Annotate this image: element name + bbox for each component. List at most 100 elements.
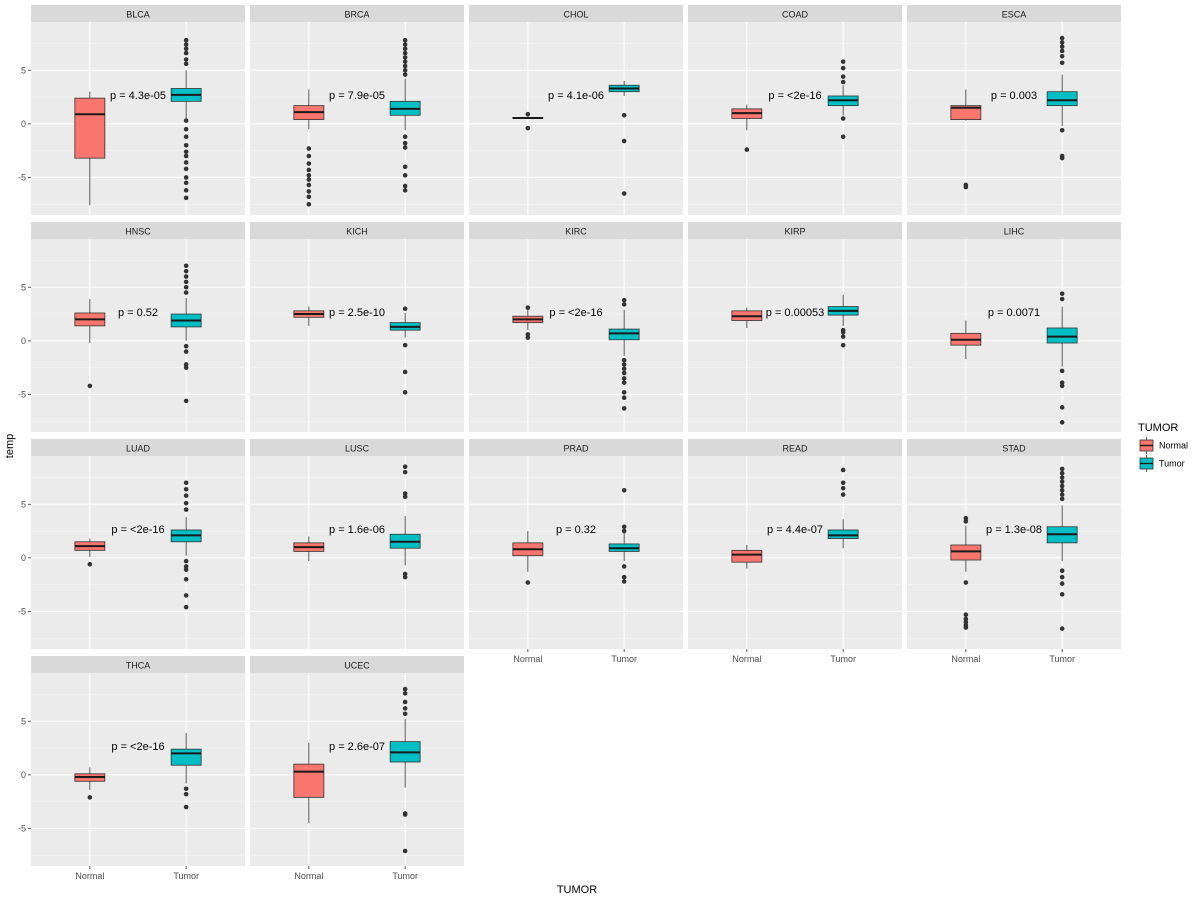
- outlier-point: [402, 469, 408, 475]
- outlier-point: [402, 306, 408, 311]
- outlier-point: [621, 406, 627, 411]
- facet-strip-label: COAD: [782, 10, 809, 20]
- facet-strip: [469, 439, 683, 456]
- outlier-point: [1059, 48, 1065, 54]
- legend-item-tumor: Tumor: [1139, 455, 1185, 472]
- outlier-point: [183, 134, 189, 140]
- facet-strip: [907, 222, 1121, 239]
- outlier-point: [621, 370, 627, 376]
- box-normal: [731, 307, 763, 328]
- outlier-point: [183, 604, 189, 610]
- outlier-point: [621, 362, 627, 367]
- outlier-point: [306, 189, 312, 194]
- box-normal: [74, 538, 106, 567]
- outlier-point: [621, 191, 627, 196]
- facet-strip-label: ESCA: [1002, 10, 1027, 20]
- facet-strip-label: READ: [782, 444, 808, 454]
- outlier-point: [840, 329, 846, 335]
- facet-strip-label: THCA: [126, 661, 151, 671]
- outlier-point: [402, 369, 408, 375]
- outlier-point: [621, 357, 627, 363]
- facet-strip: [469, 222, 683, 239]
- facet-strip-label: KIRC: [565, 227, 587, 237]
- facet-strip-label: LUAD: [126, 444, 151, 454]
- outlier-point: [183, 42, 189, 47]
- p-value-label: p = 4.1e-06: [548, 90, 604, 102]
- outlier-point: [402, 145, 408, 150]
- facet-strip: [907, 5, 1121, 22]
- outlier-point: [183, 343, 189, 349]
- p-value-label: p = 0.52: [118, 307, 158, 319]
- outlier-point: [1059, 35, 1065, 41]
- panel-background: [907, 22, 1121, 215]
- outlier-point: [621, 138, 627, 144]
- panel-background: [250, 22, 464, 215]
- outlier-point: [525, 580, 531, 585]
- outlier-point: [306, 161, 312, 166]
- outlier-point: [621, 380, 627, 385]
- legend-label-tumor: Tumor: [1159, 459, 1185, 469]
- panel-background: [31, 673, 245, 866]
- box-tumor: [1046, 291, 1078, 425]
- outlier-point: [402, 134, 408, 140]
- facet-panel-brca: BRCA p = 7.9e-05: [250, 5, 464, 215]
- facet-strip: [31, 5, 245, 22]
- outlier-point: [402, 67, 408, 73]
- x-tick-label: Normal: [294, 871, 323, 881]
- outlier-point: [183, 362, 189, 367]
- outlier-point: [183, 268, 189, 274]
- facet-strip-label: UCEC: [344, 661, 370, 671]
- x-tick-label: Normal: [732, 654, 761, 664]
- box-iqr: [950, 544, 982, 561]
- box-tumor: [608, 488, 640, 584]
- outlier-point: [183, 37, 189, 43]
- outlier-point: [183, 365, 189, 370]
- outlier-point: [621, 366, 627, 372]
- facet-panel-lusc: LUSC p = 1.6e-06: [250, 439, 464, 649]
- x-tick-label: Tumor: [392, 871, 418, 881]
- outlier-point: [840, 116, 846, 121]
- facet-strip-label: BRCA: [344, 10, 369, 20]
- outlier-point: [525, 305, 531, 310]
- outlier-point: [621, 528, 627, 534]
- outlier-point: [963, 612, 969, 617]
- outlier-point: [402, 812, 408, 817]
- outlier-point: [402, 59, 408, 64]
- facet-panel-kirp: KIRP p = 0.00053: [688, 222, 902, 432]
- box-iqr: [608, 328, 640, 341]
- outlier-point: [183, 558, 189, 564]
- box-iqr: [170, 748, 202, 766]
- legend-item-normal: Normal: [1139, 437, 1188, 454]
- box-normal: [512, 531, 544, 585]
- panel-background: [250, 456, 464, 649]
- facet-strip: [31, 222, 245, 239]
- outlier-point: [183, 593, 189, 598]
- outlier-point: [1059, 420, 1065, 425]
- outlier-point: [1059, 492, 1065, 497]
- outlier-point: [840, 74, 846, 79]
- outlier-point: [840, 485, 846, 491]
- outlier-point: [402, 494, 408, 500]
- outlier-point: [1059, 496, 1065, 502]
- outlier-point: [183, 46, 189, 52]
- outlier-point: [183, 263, 189, 269]
- facet-strip-label: KICH: [346, 227, 368, 237]
- facet-strip-label: STAD: [1002, 444, 1026, 454]
- outlier-point: [183, 290, 189, 295]
- p-value-label: p = 0.32: [556, 524, 596, 536]
- outlier-point: [621, 395, 627, 400]
- p-value-label: p = <2e-16: [768, 90, 821, 102]
- panel-background: [907, 456, 1121, 649]
- box-tumor: [170, 37, 202, 201]
- outlier-point: [183, 166, 189, 172]
- outlier-point: [183, 349, 189, 354]
- outlier-point: [1059, 60, 1065, 66]
- y-tick-label: -5: [18, 606, 26, 616]
- outlier-point: [402, 50, 408, 56]
- outlier-point: [183, 274, 189, 279]
- outlier-point: [402, 464, 408, 470]
- y-tick-label: 5: [21, 499, 26, 509]
- outlier-point: [402, 574, 408, 580]
- box-normal: [74, 91, 106, 206]
